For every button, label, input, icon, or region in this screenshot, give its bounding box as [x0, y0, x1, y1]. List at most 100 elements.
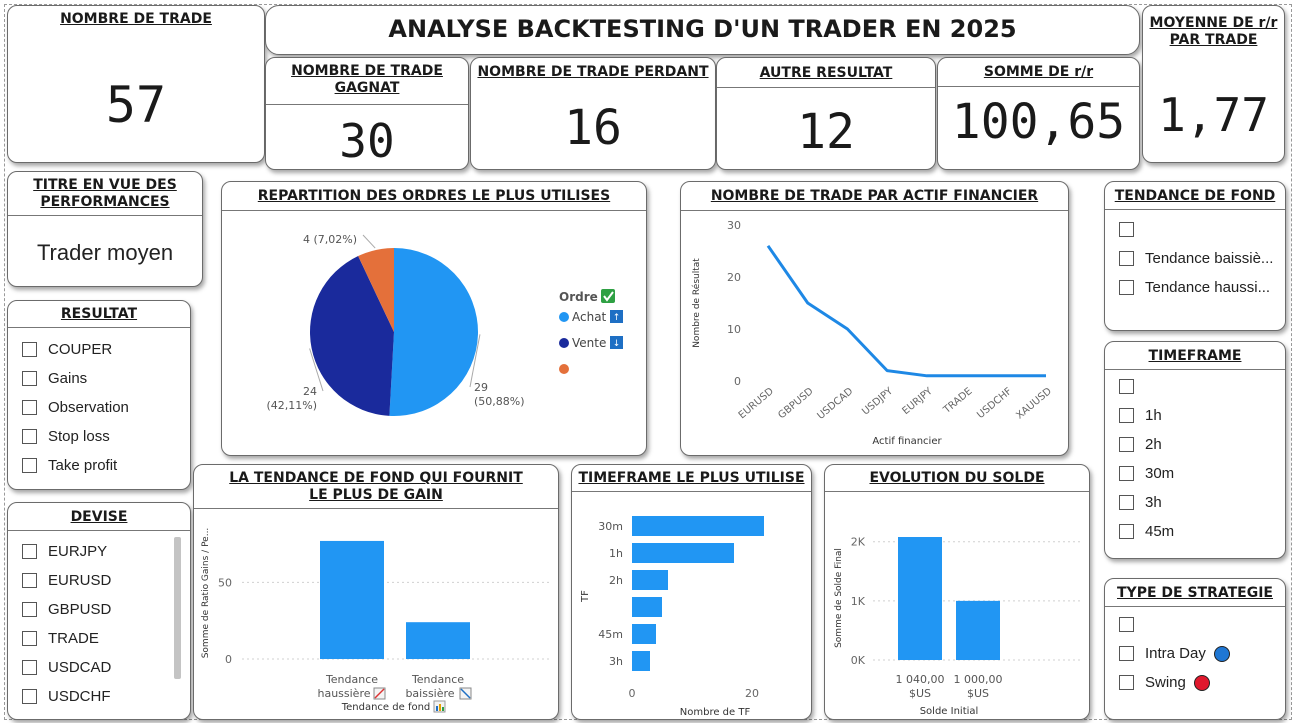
bar-chart-icon	[439, 704, 441, 711]
slicer-item-usdcad[interactable]: USDCAD	[22, 653, 170, 682]
slicer-item-label: TRADE	[48, 630, 99, 647]
checkbox[interactable]	[22, 631, 37, 646]
slicer-item-take-profit[interactable]: Take profit	[22, 451, 184, 480]
slicer-item-trade[interactable]: TRADE	[22, 624, 170, 653]
checkbox[interactable]	[22, 573, 37, 588]
x-tick-label: $US	[967, 687, 989, 700]
bar	[632, 624, 656, 644]
checkbox[interactable]	[22, 458, 37, 473]
slicer-item-blank[interactable]	[1119, 610, 1279, 639]
kpi-winning-value: 30	[339, 114, 395, 168]
sort-down-icon	[610, 336, 623, 349]
x-axis-label: Actif financier	[872, 436, 942, 447]
slicer-item-2h[interactable]: 2h	[1119, 430, 1279, 459]
slicer-item-observation[interactable]: Observation	[22, 393, 184, 422]
slicer-item-label: Swing	[1145, 674, 1186, 691]
slicer-item-tendance-baissiere[interactable]: Tendance baissiè...	[1119, 244, 1279, 273]
kpi-avg-rr-label: MOYENNE DE r/r PAR TRADE	[1149, 15, 1278, 48]
checkbox[interactable]	[1119, 251, 1134, 266]
sort-up-icon	[610, 310, 623, 323]
slicer-item-couper[interactable]: COUPER	[22, 335, 184, 364]
x-tick-label: baissière	[405, 687, 454, 700]
x-tick-label: EURUSD	[737, 386, 776, 422]
timeframe-slicer: TIMEFRAME 1h 2h 30m 3h 45m	[1104, 341, 1286, 559]
checkbox[interactable]	[22, 371, 37, 386]
bar	[898, 537, 942, 660]
line-chart: 0 10 20 30 EURUSD GBPUSD USDCAD USDJPY EURJPY TRA…	[691, 219, 1054, 447]
slicer-item-blank[interactable]	[1119, 215, 1279, 244]
bar	[632, 597, 662, 617]
pie-data-label: 29	[474, 381, 488, 394]
checkbox[interactable]	[22, 400, 37, 415]
slicer-item-eurjpy[interactable]: EURJPY	[22, 537, 170, 566]
kpi-other-label: AUTRE RESULTAT	[717, 58, 935, 88]
devise-slicer-list: EURJPY EURUSD GBPUSD TRADE USDCAD USDCHF	[22, 537, 170, 711]
x-tick-label: GBPUSD	[776, 386, 815, 422]
x-axis-label: Solde Initial	[920, 706, 979, 717]
slicer-item-label: GBPUSD	[48, 601, 112, 618]
tendance-bar-card: LA TENDANCE DE FOND QUI FOURNIT LE PLUS …	[193, 464, 559, 720]
checkbox[interactable]	[1119, 466, 1134, 481]
y-tick-label: 2h	[609, 574, 623, 587]
slicer-item-gains[interactable]: Gains	[22, 364, 184, 393]
checkbox[interactable]	[1119, 408, 1134, 423]
slicer-item-45m[interactable]: 45m	[1119, 517, 1279, 546]
x-tick-label: Tendance	[325, 673, 378, 686]
slicer-item-usdchf[interactable]: USDCHF	[22, 682, 170, 711]
slicer-item-gbpusd[interactable]: GBPUSD	[22, 595, 170, 624]
line-chart-title: NOMBRE DE TRADE PAR ACTIF FINANCIER	[681, 182, 1068, 211]
x-tick-label: 20	[745, 687, 759, 700]
slicer-item-label: 2h	[1145, 436, 1162, 453]
check-icon	[601, 289, 615, 303]
slicer-item-label: Intra Day	[1145, 645, 1206, 662]
checkbox[interactable]	[22, 689, 37, 704]
y-tick-label: 20	[727, 271, 741, 284]
checkbox[interactable]	[1119, 222, 1134, 237]
checkbox[interactable]	[1119, 646, 1134, 661]
timeframe-bar-title: TIMEFRAME LE PLUS UTILISE	[572, 465, 811, 492]
pie-chart: 29(50,88%) 24(42,11%) 4 (7,02%) Ordre Achat ↑…	[266, 233, 623, 416]
y-tick-label: 45m	[598, 628, 623, 641]
checkbox[interactable]	[1119, 495, 1134, 510]
slicer-item-1h[interactable]: 1h	[1119, 401, 1279, 430]
y-tick-label: 30m	[598, 520, 623, 533]
tendance-bar-title: LA TENDANCE DE FOND QUI FOURNIT LE PLUS …	[194, 465, 558, 509]
checkbox[interactable]	[1119, 280, 1134, 295]
slicer-item-label: Take profit	[48, 457, 118, 474]
checkbox[interactable]	[22, 429, 37, 444]
checkbox[interactable]	[1119, 675, 1134, 690]
slicer-item-swing[interactable]: Swing	[1119, 668, 1279, 697]
slicer-item-3h[interactable]: 3h	[1119, 488, 1279, 517]
slicer-item-eurusd[interactable]: EURUSD	[22, 566, 170, 595]
strategie-slicer-title: TYPE DE STRATEGIE	[1105, 579, 1285, 607]
checkbox[interactable]	[1119, 437, 1134, 452]
pie-data-label: 4 (7,02%)	[303, 233, 357, 246]
resultat-slicer-title: RESULTAT	[8, 301, 190, 328]
checkbox[interactable]	[22, 660, 37, 675]
bar	[956, 600, 1000, 660]
line-chart-card: NOMBRE DE TRADE PAR ACTIF FINANCIER 0 10 2…	[680, 181, 1069, 456]
kpi-losing-value: 16	[564, 100, 622, 156]
slicer-item-30m[interactable]: 30m	[1119, 459, 1279, 488]
slicer-item-stop-loss[interactable]: Stop loss	[22, 422, 184, 451]
kpi-other-value: 12	[797, 104, 855, 160]
slicer-item-blank[interactable]	[1119, 372, 1279, 401]
kpi-winning-card: NOMBRE DE TRADE GAGNAT 30	[265, 57, 469, 170]
checkbox[interactable]	[1119, 379, 1134, 394]
y-tick-label: 1K	[851, 595, 866, 608]
checkbox[interactable]	[22, 342, 37, 357]
checkbox[interactable]	[1119, 524, 1134, 539]
devise-scrollbar[interactable]	[174, 537, 181, 679]
checkbox[interactable]	[22, 602, 37, 617]
bar	[632, 543, 734, 563]
bar-chart-icon	[436, 706, 438, 711]
slicer-item-intra-day[interactable]: Intra Day	[1119, 639, 1279, 668]
x-tick-label: $US	[909, 687, 931, 700]
x-tick-label: EURJPY	[901, 385, 936, 417]
slicer-item-tendance-haussiere[interactable]: Tendance haussi...	[1119, 273, 1279, 302]
slicer-item-label: EURUSD	[48, 572, 112, 589]
pie-leader-line	[309, 348, 324, 392]
checkbox[interactable]	[22, 544, 37, 559]
checkbox[interactable]	[1119, 617, 1134, 632]
solde-bar-title: EVOLUTION DU SOLDE	[825, 465, 1089, 492]
